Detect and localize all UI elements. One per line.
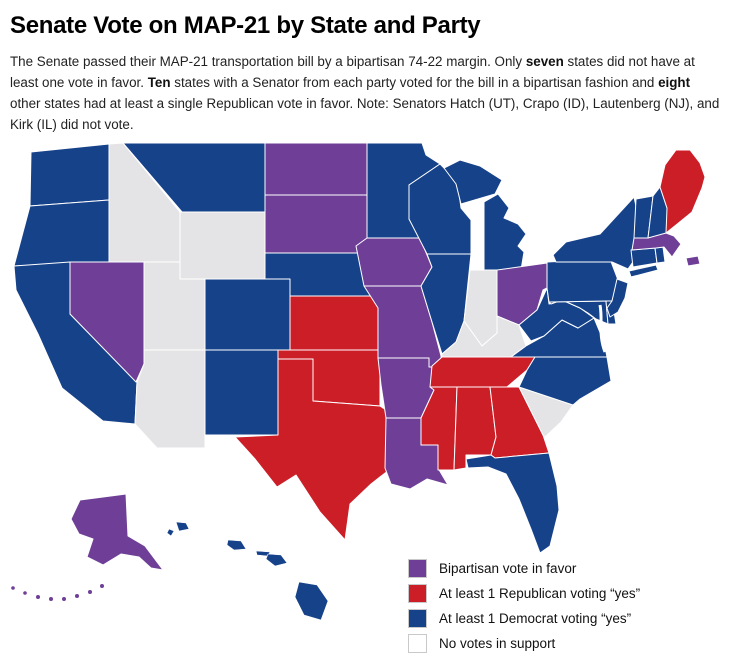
- state-alaska: [70, 493, 164, 571]
- state-west-virginia: [518, 287, 595, 342]
- state-new-jersey: [606, 278, 629, 318]
- aleutian-island: [62, 596, 66, 601]
- aleutian-island: [100, 583, 104, 588]
- state-new-york: [552, 196, 640, 270]
- state-rhode-island: [654, 246, 666, 264]
- aleutian-island: [11, 585, 15, 590]
- legend-item-bipartisan: Bipartisan vote in favor: [408, 558, 640, 578]
- legend-swatch-no-votes: [408, 633, 427, 653]
- hawaii-maui: [265, 553, 288, 567]
- aleutian-island: [23, 590, 27, 595]
- legend-swatch-republican: [408, 583, 427, 603]
- state-new-mexico: [204, 349, 279, 436]
- legend-item-republican: At least 1 Republican voting “yes”: [408, 583, 641, 603]
- intro-paragraph: The Senate passed their MAP-21 transport…: [10, 53, 720, 132]
- alaska-aleutian-islands: [11, 583, 104, 601]
- state-washington: [29, 143, 110, 207]
- legend-item-democrat: At least 1 Democrat voting “yes”: [408, 608, 640, 628]
- state-florida: [465, 452, 560, 554]
- us-states-svg: [11, 142, 706, 621]
- legend-swatch-bipartisan: [408, 558, 427, 578]
- state-north-dakota: [264, 142, 368, 196]
- state-colorado: [204, 278, 291, 351]
- legend-label-democrat: At least 1 Democrat voting “yes”: [439, 610, 632, 626]
- state-connecticut: [630, 247, 658, 268]
- state-michigan-upper-peninsula: [443, 159, 503, 205]
- hawaii-big-island: [294, 581, 329, 621]
- hawaii-kauai: [175, 521, 190, 532]
- state-massachusetts-islands: [685, 255, 701, 267]
- state-arizona: [134, 349, 206, 449]
- legend-label-republican: At least 1 Republican voting “yes”: [439, 585, 641, 601]
- legend-swatch-democrat: [408, 608, 427, 628]
- legend-item-no-votes: No votes in support: [408, 633, 640, 653]
- legend-label-no-votes: No votes in support: [439, 635, 556, 651]
- hawaii-islands: [166, 521, 329, 621]
- state-wyoming: [179, 211, 266, 280]
- header: Senate Vote on MAP-21 by State and Party…: [0, 0, 731, 135]
- aleutian-island: [49, 596, 53, 601]
- state-north-carolina: [518, 356, 612, 406]
- legend: Bipartisan vote in favor At least 1 Repu…: [408, 558, 641, 653]
- hawaii-niihau: [166, 528, 175, 537]
- state-texas: [234, 358, 390, 541]
- us-choropleth-map: Bipartisan vote in favor At least 1 Repu…: [0, 138, 731, 658]
- state-new-york-long-island: [628, 264, 659, 278]
- aleutian-island: [36, 594, 40, 599]
- state-kansas: [289, 295, 379, 351]
- state-michigan-lower-peninsula: [483, 193, 527, 271]
- state-south-dakota: [264, 194, 368, 254]
- state-pennsylvania: [546, 258, 619, 303]
- state-wisconsin: [408, 163, 472, 255]
- aleutian-island: [75, 593, 79, 598]
- state-maine: [659, 149, 706, 234]
- state-iowa: [355, 237, 433, 287]
- hawaii-oahu: [226, 539, 247, 551]
- legend-label-bipartisan: Bipartisan vote in favor: [439, 560, 577, 576]
- state-massachusetts: [631, 232, 682, 258]
- state-oregon: [13, 199, 110, 267]
- state-tennessee: [429, 356, 536, 388]
- chesapeake-bay-water: [598, 304, 607, 353]
- aleutian-island: [88, 589, 92, 594]
- page-title: Senate Vote on MAP-21 by State and Party: [10, 12, 481, 39]
